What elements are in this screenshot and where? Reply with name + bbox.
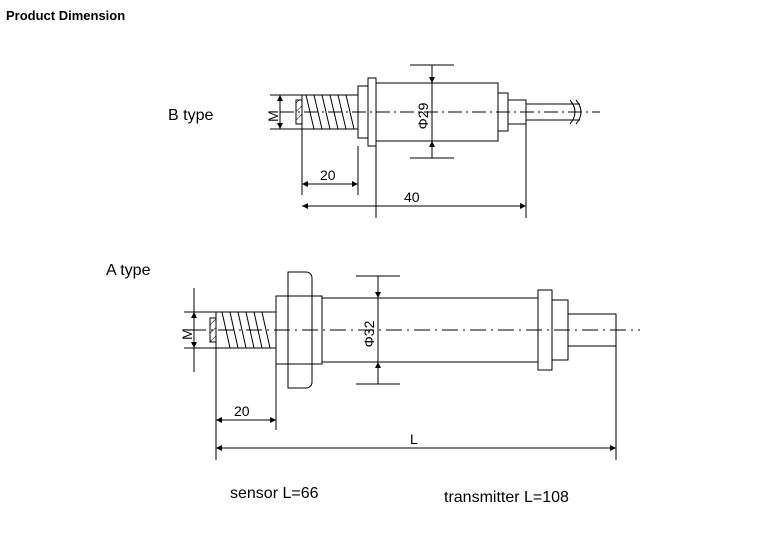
b-type-drawing bbox=[270, 65, 600, 218]
b-dim-40: 40 bbox=[404, 189, 420, 205]
b-type-label: B type bbox=[168, 107, 213, 124]
a-dim-m: M bbox=[179, 328, 195, 340]
b-dim-m: M bbox=[265, 110, 281, 122]
a-dim-l: L bbox=[410, 431, 418, 447]
a-type-label: A type bbox=[106, 262, 151, 279]
b-dim-20: 20 bbox=[320, 167, 336, 183]
a-dim-20: 20 bbox=[234, 403, 250, 419]
technical-drawing: B type M Φ29 20 40 bbox=[0, 0, 772, 536]
page-title: Product Dimension bbox=[6, 8, 125, 23]
a-dim-dia: Φ32 bbox=[361, 320, 377, 347]
b-dim-dia: Φ29 bbox=[415, 102, 431, 129]
sensor-note: sensor L=66 bbox=[230, 485, 319, 502]
transmitter-note: transmitter L=108 bbox=[444, 489, 569, 506]
